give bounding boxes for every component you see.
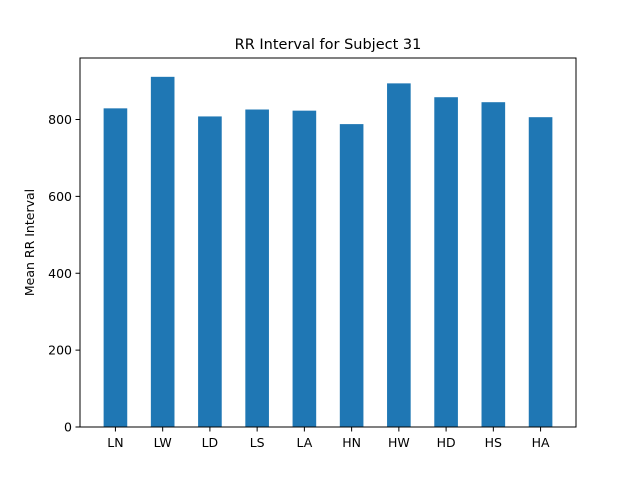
y-tick-label: 0 [64, 420, 72, 435]
x-tick-label: HD [437, 435, 456, 450]
bars-group [103, 76, 553, 428]
x-axis-ticks: LN LW LD LS LA HN HW HD HS HA [107, 427, 550, 450]
bar-ln [103, 108, 128, 427]
x-tick-label: LA [296, 435, 312, 450]
x-tick-label: HA [532, 435, 550, 450]
x-tick-label: LN [107, 435, 123, 450]
y-tick-label: 800 [48, 112, 72, 127]
y-tick-label: 600 [48, 189, 72, 204]
x-tick-label: LD [202, 435, 219, 450]
bar-lw [150, 76, 175, 427]
y-tick-label: 400 [48, 266, 72, 281]
bar-ha [528, 117, 553, 427]
bar-hw [387, 83, 411, 428]
bar-la [292, 110, 317, 427]
bar-hn [339, 124, 364, 428]
bar-ld [198, 116, 222, 428]
x-tick-label: LS [250, 435, 265, 450]
chart-title: RR Interval for Subject 31 [235, 37, 422, 53]
bar-hs [481, 102, 506, 427]
x-tick-label: HN [342, 435, 361, 450]
x-tick-label: LW [154, 435, 172, 450]
y-tick-label: 200 [48, 343, 72, 358]
plot-frame [79, 57, 577, 428]
y-axis-label: Mean RR Interval [22, 189, 37, 296]
x-tick-label: HS [485, 435, 502, 450]
y-axis-ticks: 0 200 400 600 800 [48, 112, 80, 435]
bar-ls [245, 109, 269, 427]
x-tick-label: HW [388, 435, 410, 450]
bar-hd [434, 97, 458, 428]
